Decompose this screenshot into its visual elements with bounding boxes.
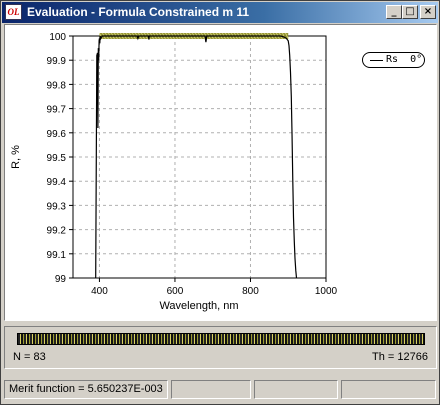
y-tick-label: 99.4 <box>47 177 67 188</box>
title-bar[interactable]: OL Evaluation - Formula Constrained m 11… <box>2 2 438 23</box>
y-tick-label: 99 <box>55 274 67 285</box>
status-field-2 <box>171 380 251 399</box>
window-title: Evaluation - Formula Constrained m 11 <box>27 5 249 19</box>
layer-count: N = 83 <box>13 351 46 363</box>
y-tick-label: 100 <box>49 32 66 43</box>
total-thickness: Th = 12766 <box>372 351 428 363</box>
x-axis-label: Wavelength, nm <box>159 300 238 312</box>
y-tick-label: 99.1 <box>47 250 67 261</box>
maximize-button[interactable]: □ <box>402 5 418 19</box>
status-field-3 <box>254 380 338 399</box>
legend-swatch <box>370 60 383 61</box>
y-tick-label: 99.3 <box>47 201 67 212</box>
x-tick-label: 800 <box>242 286 259 297</box>
chart-area: 100 99.9 99.8 99.7 99.6 99.5 99.4 99.3 99.2 99.1 9… <box>4 24 437 321</box>
x-tick-label: 400 <box>91 286 108 297</box>
legend-label: Rs 0° <box>386 54 422 65</box>
reflectance-chart[interactable]: 100 99.9 99.8 99.7 99.6 99.5 99.4 99.3 99.2 99.1 9… <box>5 25 436 320</box>
app-icon: OL <box>5 4 22 20</box>
thickness-panel: N = 83 Th = 12766 <box>4 326 437 369</box>
tick-labels: 100 99.9 99.8 99.7 99.6 99.5 99.4 99.3 99.2 99.1 9… <box>47 32 338 297</box>
y-tick-label: 99.6 <box>47 129 67 140</box>
layer-structure-bar[interactable] <box>17 333 425 345</box>
y-tick-label: 99.2 <box>47 226 67 237</box>
y-tick-label: 99.5 <box>47 153 67 164</box>
y-tick-label: 99.7 <box>47 105 67 116</box>
grid-lines <box>73 36 326 278</box>
legend[interactable]: Rs 0° <box>362 52 425 68</box>
y-tick-label: 99.9 <box>47 56 67 67</box>
minimize-button[interactable]: _ <box>386 5 402 19</box>
status-bar: Merit function = 5.650237E-003 <box>2 378 438 401</box>
status-field-4 <box>341 380 436 399</box>
merit-function-field: Merit function = 5.650237E-003 <box>4 380 168 399</box>
y-axis-label: R, % <box>10 145 22 169</box>
close-button[interactable]: × <box>420 5 436 19</box>
x-tick-label: 1000 <box>315 286 338 297</box>
y-tick-label: 99.8 <box>47 80 67 91</box>
x-tick-label: 600 <box>167 286 184 297</box>
